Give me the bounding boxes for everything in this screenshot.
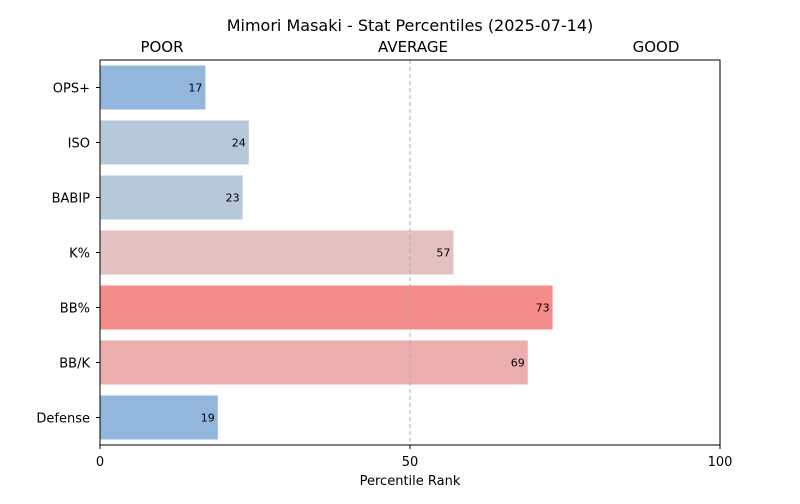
x-axis-label: Percentile Rank <box>360 474 461 489</box>
bar-k- <box>100 230 454 275</box>
header-label-poor: POOR <box>140 38 183 56</box>
bar-value-label: 57 <box>436 247 450 260</box>
bar-value-label: 24 <box>232 137 246 150</box>
bars-layer <box>100 65 553 440</box>
bar-value-label: 69 <box>511 357 525 370</box>
bar-bb-k <box>100 340 528 385</box>
bar-ops- <box>100 65 206 110</box>
header-label-average: AVERAGE <box>378 38 448 56</box>
bar-value-label: 19 <box>201 412 215 425</box>
bar-bb- <box>100 285 553 330</box>
x-tick-label: 100 <box>708 455 733 470</box>
bar-value-label: 73 <box>536 302 550 315</box>
x-tick-label: 50 <box>402 455 419 470</box>
header-label-good: GOOD <box>633 38 680 56</box>
y-tick-label: BB% <box>60 302 90 317</box>
y-tick-label: BB/K <box>59 357 90 372</box>
y-tick-label: K% <box>69 247 90 262</box>
bar-value-label: 17 <box>188 82 202 95</box>
y-tick-label: BABIP <box>52 192 91 207</box>
y-tick-label: ISO <box>68 137 90 152</box>
bar-defense <box>100 395 218 440</box>
x-tick-label: 0 <box>96 455 104 470</box>
x-axis: 0 50 100 <box>96 445 733 470</box>
bar-babip <box>100 175 243 220</box>
bar-iso <box>100 120 249 165</box>
y-tick-label: Defense <box>36 412 90 427</box>
bar-value-label: 23 <box>226 192 240 205</box>
value-labels-layer: 17 24 23 57 73 69 19 <box>188 82 549 425</box>
chart-title: Mimori Masaki - Stat Percentiles (2025-0… <box>227 16 594 35</box>
y-tick-label: OPS+ <box>53 82 90 97</box>
y-axis: OPS+ ISO BABIP K% BB% BB/K Defense <box>36 82 100 427</box>
